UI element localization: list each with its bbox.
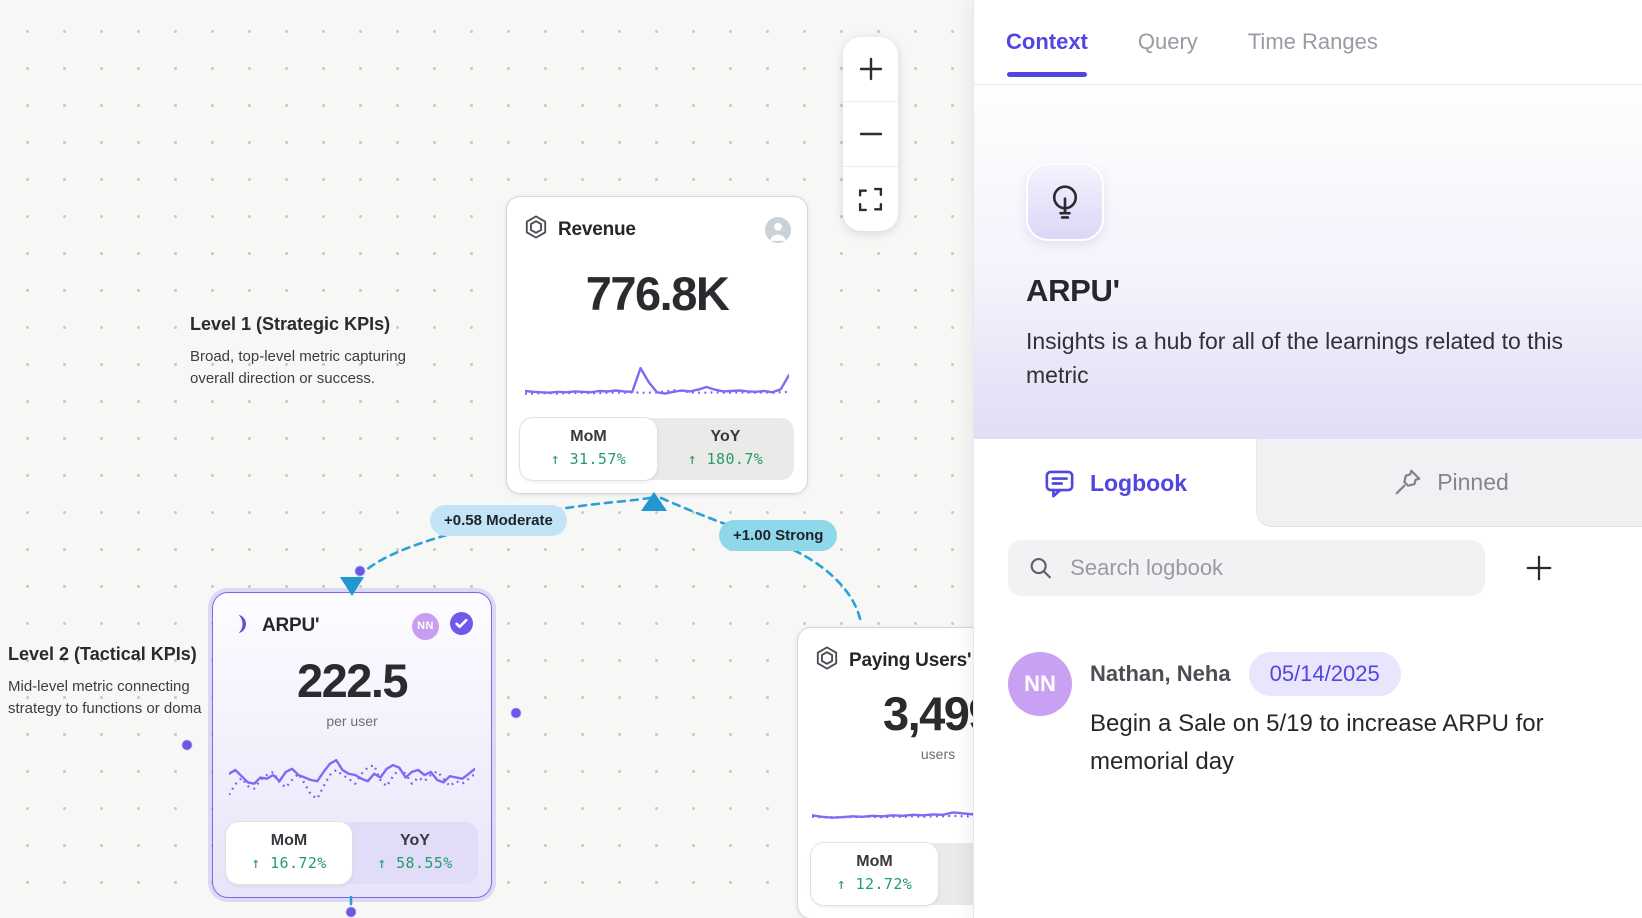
zoom-out-button[interactable] xyxy=(843,102,898,167)
stat-yoy[interactable]: YoY ↑ 58.55% xyxy=(352,822,478,884)
card-title: Paying Users' xyxy=(849,649,972,671)
add-logbook-entry-button[interactable] xyxy=(1523,552,1555,584)
metric-card-arpu[interactable]: ARPU' NN 222.5 per user MoM ↑ 16.72% YoY xyxy=(212,592,492,898)
tab-pinned-label: Pinned xyxy=(1437,469,1509,495)
card-title: ARPU' xyxy=(262,615,320,636)
metric-tree-canvas[interactable]: Level 1 (Strategic KPIs) Broad, top-leve… xyxy=(0,0,973,918)
stat-value: ↑ 58.55% xyxy=(377,854,453,872)
card-title: Revenue xyxy=(558,218,636,240)
stat-value: ↑ 180.7% xyxy=(687,450,764,468)
check-badge-icon xyxy=(448,610,475,642)
level2-desc-line2: strategy to functions or doma xyxy=(8,700,202,717)
pin-icon xyxy=(1395,469,1421,494)
metric-card-paying-users[interactable]: Paying Users' 3,499 users MoM ↑ 12.72% xyxy=(797,627,973,918)
tab-pinned[interactable]: Pinned xyxy=(1256,439,1642,527)
moon-icon xyxy=(229,612,253,641)
tab-context[interactable]: Context xyxy=(1006,0,1088,84)
metric-description: Insights is a hub for all of the learnin… xyxy=(1026,328,1563,388)
stat-value: ↑ 12.72% xyxy=(836,875,913,893)
collaborator-avatar: NN xyxy=(412,612,439,640)
metric-card-revenue[interactable]: Revenue 776.8K MoM ↑ 31.57% YoY ↑ 180.7% xyxy=(506,196,808,494)
stat-mom[interactable]: MoM ↑ 12.72% xyxy=(811,843,938,905)
stats-toggle: MoM ↑ 31.57% YoY ↑ 180.7% xyxy=(520,418,794,480)
level1-desc-line2: overall direction or success. xyxy=(190,370,376,387)
owner-avatar-icon xyxy=(765,216,791,243)
metric-unit: users xyxy=(920,746,956,762)
stats-toggle: MoM ↑ 16.72% YoY ↑ 58.55% xyxy=(226,822,478,884)
tab-logbook[interactable]: Logbook xyxy=(974,439,1256,527)
handle-arpu-top xyxy=(353,564,367,578)
canvas-zoom-toolbar xyxy=(843,37,898,231)
level1-title: Level 1 (Strategic KPIs) xyxy=(190,314,391,334)
level2-desc-line1: Mid-level metric connecting xyxy=(8,678,190,695)
hexagon-icon xyxy=(523,214,549,245)
plus-icon xyxy=(1526,555,1552,581)
search-icon xyxy=(1030,558,1051,579)
zoom-in-icon xyxy=(859,57,882,81)
context-side-panel: Context Query Time Ranges ARPU' Insights… xyxy=(973,0,1642,918)
sparkline-chart xyxy=(812,811,973,819)
stats-toggle: MoM ↑ 12.72% xyxy=(811,843,973,905)
tab-logbook-label: Logbook xyxy=(1089,469,1188,496)
metric-value: 776.8K xyxy=(585,267,730,320)
stat-label: MoM xyxy=(856,853,893,870)
stat-label: MoM xyxy=(270,832,308,849)
stat-yoy[interactable] xyxy=(938,843,973,905)
edge-revenue-paying xyxy=(659,496,863,626)
hexagon-icon xyxy=(814,645,840,676)
stat-label: YoY xyxy=(710,428,741,445)
entry-body: Nathan, Neha 05/14/2025 Begin a Sale on … xyxy=(1090,652,1560,781)
fit-view-button[interactable] xyxy=(843,167,898,231)
logbook-entry[interactable]: NN Nathan, Neha 05/14/2025 Begin a Sale … xyxy=(974,652,1642,781)
entry-author: Nathan, Neha xyxy=(1090,661,1231,686)
metric-context-header: ARPU' Insights is a hub for all of the l… xyxy=(974,85,1642,439)
edge-label-moderate[interactable]: +0.58 Moderate xyxy=(430,505,567,536)
edge-label-strong[interactable]: +1.00 Strong xyxy=(719,520,838,551)
logbook-search-row xyxy=(974,540,1642,596)
handle-arpu-right xyxy=(509,706,523,720)
insights-tile xyxy=(1026,163,1104,241)
logbook-pinned-tab-bar: Logbook Pinned xyxy=(974,439,1642,527)
sparkline-chart xyxy=(229,758,475,800)
stat-value: ↑ 31.57% xyxy=(550,450,627,468)
stat-label: YoY xyxy=(400,832,430,849)
panel-tab-bar: Context Query Time Ranges xyxy=(974,0,1642,85)
stat-yoy[interactable]: YoY ↑ 180.7% xyxy=(657,418,794,480)
metric-name-heading: ARPU' xyxy=(1026,273,1120,308)
zoom-out-icon xyxy=(859,132,882,136)
tab-time-ranges[interactable]: Time Ranges xyxy=(1247,29,1378,54)
level2-annotation: Level 2 (Tactical KPIs) Mid-level metric… xyxy=(8,644,201,720)
level1-desc-line1: Broad, top-level metric capturing xyxy=(190,348,406,365)
metric-value: 3,499 xyxy=(882,687,973,740)
logbook-icon xyxy=(1045,470,1074,497)
handle-arpu-left xyxy=(180,738,194,752)
fit-view-icon xyxy=(858,187,883,211)
stat-mom[interactable]: MoM ↑ 31.57% xyxy=(520,418,657,480)
level2-title: Level 2 (Tactical KPIs) xyxy=(8,644,197,664)
tab-query[interactable]: Query xyxy=(1137,29,1198,54)
handle-arpu-bottom xyxy=(344,905,358,918)
arrowhead-up-icon xyxy=(641,492,667,511)
entry-message: Begin a Sale on 5/19 to increase ARPU fo… xyxy=(1090,710,1544,775)
logbook-search-box[interactable] xyxy=(1008,540,1485,596)
level1-annotation: Level 1 (Strategic KPIs) Broad, top-leve… xyxy=(190,314,406,390)
stat-mom[interactable]: MoM ↑ 16.72% xyxy=(226,822,352,884)
stat-value: ↑ 16.72% xyxy=(251,854,327,872)
metric-unit: per user xyxy=(326,713,378,729)
sparkline-chart xyxy=(525,366,789,395)
metric-value: 222.5 xyxy=(296,654,409,707)
stat-label: MoM xyxy=(570,428,607,445)
zoom-in-button[interactable] xyxy=(843,37,898,102)
lightbulb-icon xyxy=(1052,185,1078,219)
entry-date-badge[interactable]: 05/14/2025 xyxy=(1248,652,1401,696)
search-input[interactable] xyxy=(1068,554,1465,582)
entry-avatar: NN xyxy=(1008,652,1072,716)
